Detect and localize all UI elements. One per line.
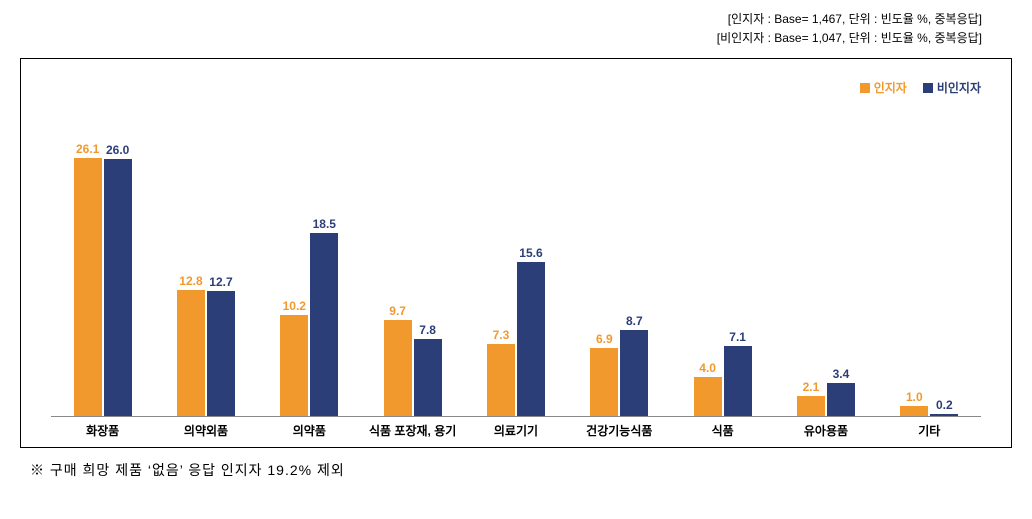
bar-wrap-aware: 4.0 bbox=[694, 119, 722, 416]
bar-group: 6.98.7건강기능식품 bbox=[568, 119, 671, 416]
category-label: 의약외품 bbox=[154, 422, 257, 439]
value-label-aware: 6.9 bbox=[596, 332, 613, 346]
bar-wrap-aware: 10.2 bbox=[280, 119, 308, 416]
value-label-unaware: 26.0 bbox=[106, 143, 129, 157]
bar-group: 7.315.6의료기기 bbox=[464, 119, 567, 416]
value-label-unaware: 0.2 bbox=[936, 398, 953, 412]
footnote: ※ 구매 희망 제품 ‘없음’ 응답 인지자 19.2% 제외 bbox=[20, 460, 1012, 480]
bar-group: 4.07.1식품 bbox=[671, 119, 774, 416]
bar-aware bbox=[487, 344, 515, 416]
bar-unaware bbox=[414, 339, 442, 416]
category-label: 식품 포장재, 용기 bbox=[361, 422, 464, 439]
value-label-aware: 26.1 bbox=[76, 142, 99, 156]
bar-pair: 26.1 26.0 bbox=[74, 119, 132, 416]
category-label: 의료기기 bbox=[464, 422, 567, 439]
bar-wrap-aware: 9.7 bbox=[384, 119, 412, 416]
bar-group: 26.126.0화장품 bbox=[51, 119, 154, 416]
value-label-aware: 7.3 bbox=[493, 328, 510, 342]
plot-area: 26.126.0화장품12.812.7의약외품10.218.5의약품9.77.8… bbox=[51, 119, 981, 417]
legend-item-unaware: 비인지자 bbox=[923, 79, 981, 96]
bar-aware bbox=[384, 320, 412, 416]
bar-unaware bbox=[620, 330, 648, 416]
value-label-aware: 9.7 bbox=[389, 304, 406, 318]
value-label-aware: 1.0 bbox=[906, 390, 923, 404]
category-label: 유아용품 bbox=[774, 422, 877, 439]
bar-wrap-unaware: 18.5 bbox=[310, 119, 338, 416]
value-label-unaware: 18.5 bbox=[313, 217, 336, 231]
bar-wrap-unaware: 12.7 bbox=[207, 119, 235, 416]
bar-pair: 1.0 0.2 bbox=[900, 119, 958, 416]
bar-wrap-unaware: 0.2 bbox=[930, 119, 958, 416]
value-label-aware: 12.8 bbox=[179, 274, 202, 288]
value-label-aware: 4.0 bbox=[699, 361, 716, 375]
legend: 인지자 비인지자 bbox=[860, 79, 981, 96]
legend-label-aware: 인지자 bbox=[874, 79, 907, 96]
value-label-aware: 2.1 bbox=[803, 380, 820, 394]
bar-wrap-unaware: 7.1 bbox=[724, 119, 752, 416]
bar-unaware bbox=[207, 291, 235, 417]
bar-pair: 7.3 15.6 bbox=[487, 119, 545, 416]
bar-wrap-unaware: 8.7 bbox=[620, 119, 648, 416]
value-label-unaware: 12.7 bbox=[209, 275, 232, 289]
bar-aware bbox=[74, 158, 102, 416]
bar-unaware bbox=[724, 346, 752, 416]
bar-unaware bbox=[104, 159, 132, 416]
bar-group: 1.00.2기타 bbox=[878, 119, 981, 416]
bar-group: 12.812.7의약외품 bbox=[154, 119, 257, 416]
bar-group: 9.77.8식품 포장재, 용기 bbox=[361, 119, 464, 416]
value-label-unaware: 15.6 bbox=[519, 246, 542, 260]
bar-wrap-unaware: 3.4 bbox=[827, 119, 855, 416]
category-label: 건강기능식품 bbox=[568, 422, 671, 439]
bar-wrap-unaware: 15.6 bbox=[517, 119, 545, 416]
bar-wrap-aware: 7.3 bbox=[487, 119, 515, 416]
bar-aware bbox=[590, 348, 618, 416]
bar-unaware bbox=[827, 383, 855, 417]
bar-wrap-aware: 12.8 bbox=[177, 119, 205, 416]
header-note-2: [비인지자 : Base= 1,047, 단위 : 빈도율 %, 중복응답] bbox=[20, 29, 982, 48]
legend-label-unaware: 비인지자 bbox=[937, 79, 981, 96]
bar-aware bbox=[280, 315, 308, 416]
value-label-unaware: 8.7 bbox=[626, 314, 643, 328]
bar-pair: 2.1 3.4 bbox=[797, 119, 855, 416]
category-label: 식품 bbox=[671, 422, 774, 439]
category-label: 기타 bbox=[878, 422, 981, 439]
bar-pair: 12.8 12.7 bbox=[177, 119, 235, 416]
bar-unaware bbox=[310, 233, 338, 416]
bar-wrap-aware: 26.1 bbox=[74, 119, 102, 416]
header-note-1: [인지자 : Base= 1,467, 단위 : 빈도율 %, 중복응답] bbox=[20, 10, 982, 29]
bar-wrap-unaware: 26.0 bbox=[104, 119, 132, 416]
bar-unaware bbox=[517, 262, 545, 416]
bar-pair: 10.2 18.5 bbox=[280, 119, 338, 416]
bar-aware bbox=[797, 396, 825, 417]
bar-pair: 6.9 8.7 bbox=[590, 119, 648, 416]
bar-group: 10.218.5의약품 bbox=[258, 119, 361, 416]
bar-aware bbox=[900, 406, 928, 416]
chart-container: 인지자 비인지자 26.1 26.0 화장품 12.8 12.7 의약외품 10.2 18.5 의… bbox=[20, 58, 1012, 448]
bar-wrap-aware: 2.1 bbox=[797, 119, 825, 416]
bar-unaware bbox=[930, 414, 958, 416]
bar-aware bbox=[694, 377, 722, 417]
value-label-unaware: 3.4 bbox=[833, 367, 850, 381]
legend-item-aware: 인지자 bbox=[860, 79, 907, 96]
bar-aware bbox=[177, 290, 205, 417]
legend-swatch-unaware bbox=[923, 83, 933, 93]
legend-swatch-aware bbox=[860, 83, 870, 93]
value-label-unaware: 7.1 bbox=[729, 330, 746, 344]
bar-group: 2.13.4유아용품 bbox=[774, 119, 877, 416]
category-label: 화장품 bbox=[51, 422, 154, 439]
bar-pair: 4.0 7.1 bbox=[694, 119, 752, 416]
header-notes: [인지자 : Base= 1,467, 단위 : 빈도율 %, 중복응답] [비… bbox=[20, 10, 1012, 48]
bar-wrap-aware: 1.0 bbox=[900, 119, 928, 416]
value-label-unaware: 7.8 bbox=[419, 323, 436, 337]
bar-pair: 9.7 7.8 bbox=[384, 119, 442, 416]
category-label: 의약품 bbox=[258, 422, 361, 439]
value-label-aware: 10.2 bbox=[283, 299, 306, 313]
bar-wrap-unaware: 7.8 bbox=[414, 119, 442, 416]
bar-wrap-aware: 6.9 bbox=[590, 119, 618, 416]
